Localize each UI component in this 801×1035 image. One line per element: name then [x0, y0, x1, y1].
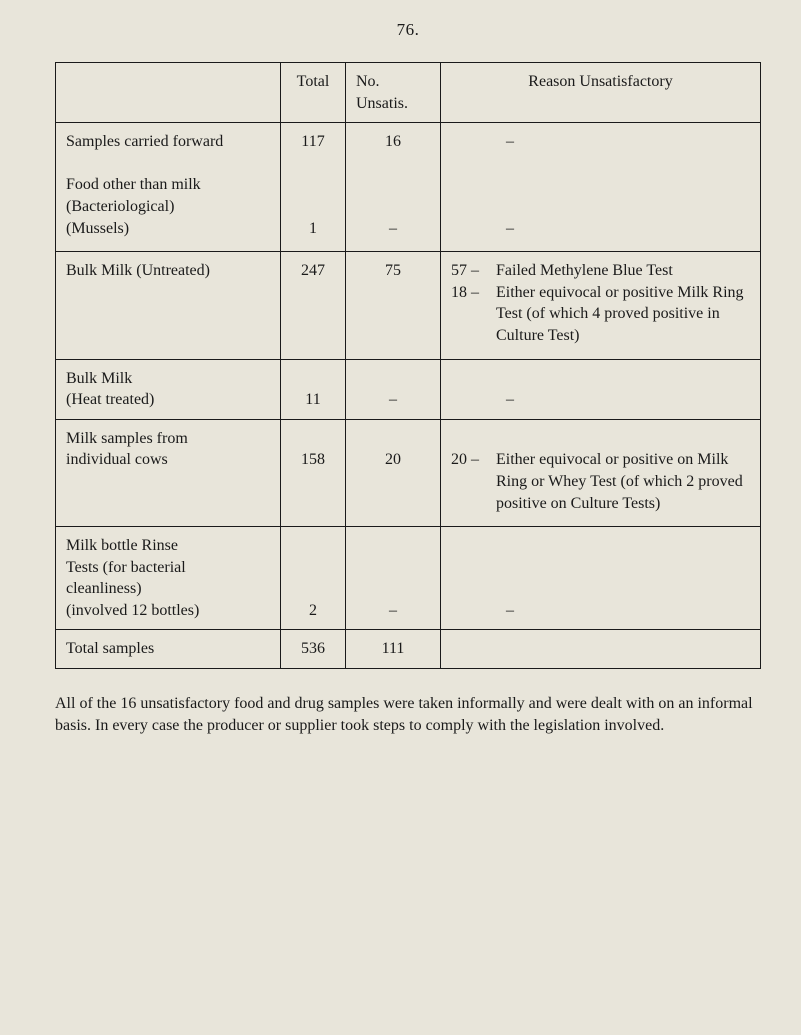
header-no-unsatis: No. Unsatis.	[346, 63, 441, 123]
row-desc: Milk bottle Rinse Tests (for bacterial c…	[56, 527, 281, 630]
row-unsat: 16 –	[346, 123, 441, 252]
reason-text: Either equivocal or positive Milk Ring T…	[496, 282, 750, 347]
reason-text: Either equivocal or positive on Milk Rin…	[496, 449, 750, 514]
document-page: 76. Total No. Unsatis. Reason Unsatisfac…	[0, 0, 801, 1035]
row-desc: Samples carried forward Food other than …	[56, 123, 281, 252]
row-unsat: 111	[346, 630, 441, 669]
row-reason: 20 – Either equivocal or positive on Mil…	[441, 419, 761, 526]
reason-line: 20 – Either equivocal or positive on Mil…	[451, 449, 750, 514]
row-desc: Milk samples from individual cows	[56, 419, 281, 526]
table-row: Total samples 536 111	[56, 630, 761, 669]
row-desc: Total samples	[56, 630, 281, 669]
row-reason: 57 – Failed Methylene Blue Test 18 – Eit…	[441, 252, 761, 359]
reason-line: 18 – Either equivocal or positive Milk R…	[451, 282, 750, 347]
row-unsat: –	[346, 527, 441, 630]
row-total: 158	[281, 419, 346, 526]
row-unsat: 20	[346, 419, 441, 526]
header-total: Total	[281, 63, 346, 123]
row-reason	[441, 630, 761, 669]
row-unsat: –	[346, 359, 441, 419]
reason-key: 18 –	[451, 282, 496, 304]
samples-table: Total No. Unsatis. Reason Unsatisfactory…	[55, 62, 761, 669]
table-row: Milk bottle Rinse Tests (for bacterial c…	[56, 527, 761, 630]
row-reason: – –	[441, 123, 761, 252]
page-number: 76.	[55, 20, 761, 40]
row-reason: –	[441, 527, 761, 630]
reason-line: 57 – Failed Methylene Blue Test	[451, 260, 750, 282]
row-total: 2	[281, 527, 346, 630]
reason-key: 57 –	[451, 260, 496, 282]
table-header-row: Total No. Unsatis. Reason Unsatisfactory	[56, 63, 761, 123]
row-total: 536	[281, 630, 346, 669]
reason-text: Failed Methylene Blue Test	[496, 260, 750, 282]
table-row: Bulk Milk (Untreated) 247 75 57 – Failed…	[56, 252, 761, 359]
row-unsat: 75	[346, 252, 441, 359]
table-row: Milk samples from individual cows 158 20…	[56, 419, 761, 526]
row-total: 247	[281, 252, 346, 359]
row-total: 11	[281, 359, 346, 419]
row-desc: Bulk Milk (Heat treated)	[56, 359, 281, 419]
row-reason: –	[441, 359, 761, 419]
body-paragraph: All of the 16 unsatisfactory food and dr…	[55, 693, 761, 738]
table-row: Samples carried forward Food other than …	[56, 123, 761, 252]
table-row: Bulk Milk (Heat treated) 11 – –	[56, 359, 761, 419]
row-total: 117 1	[281, 123, 346, 252]
reason-key: 20 –	[451, 449, 496, 471]
row-desc: Bulk Milk (Untreated)	[56, 252, 281, 359]
header-reason: Reason Unsatisfactory	[441, 63, 761, 123]
header-blank	[56, 63, 281, 123]
